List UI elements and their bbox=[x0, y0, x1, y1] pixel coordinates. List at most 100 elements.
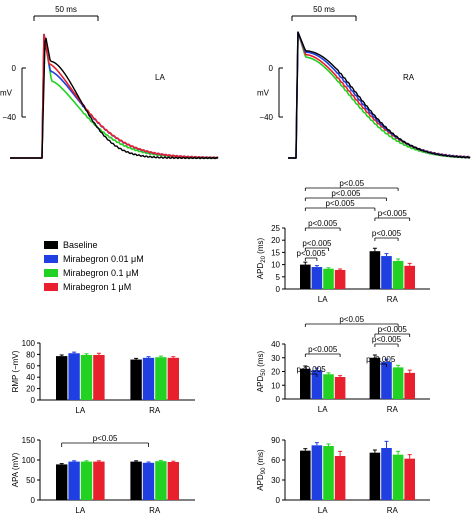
bar bbox=[142, 357, 155, 400]
significance-label: p<0.005 bbox=[378, 325, 408, 334]
significance-label: p<0.005 bbox=[308, 345, 338, 354]
y-axis-label-main: APA (mV) bbox=[11, 452, 20, 487]
y-tick-label: 150 bbox=[22, 436, 36, 445]
y-axis-label: APD50 (ms) bbox=[256, 350, 267, 392]
y-tick-label: 20 bbox=[26, 385, 35, 394]
y-tick-label: 10 bbox=[271, 261, 280, 270]
y-axis-label: APD20 (ms) bbox=[256, 237, 267, 279]
y-tick-label: 20 bbox=[271, 236, 280, 245]
bar bbox=[381, 256, 392, 289]
x-category-label: RA bbox=[387, 405, 399, 414]
bar bbox=[334, 269, 346, 289]
y-tick-label: 20 bbox=[271, 368, 280, 377]
bar bbox=[381, 448, 392, 500]
significance-label: p<0.005 bbox=[372, 335, 402, 344]
bar bbox=[311, 370, 323, 399]
y-axis-label-main: APD bbox=[256, 474, 265, 491]
y-axis-label-main: APD bbox=[256, 376, 265, 393]
bar bbox=[68, 461, 80, 500]
rmp-chart: RMP (−mV) bbox=[11, 342, 195, 401]
y-tick-label: 25 bbox=[271, 224, 280, 233]
y-tick-label: 90 bbox=[271, 436, 280, 445]
significance-label: p<0.005 bbox=[366, 355, 396, 364]
significance-label: p<0.05 bbox=[339, 179, 364, 188]
y-tick-label: 100 bbox=[22, 339, 36, 348]
y-axis-label-subscript: 90 bbox=[261, 467, 267, 474]
y-tick-label: 30 bbox=[271, 354, 280, 363]
bar bbox=[167, 357, 179, 400]
la-trace-panel bbox=[10, 15, 219, 160]
y-tick-label: 0 bbox=[276, 285, 281, 294]
ap-trace-mirabegron-001 bbox=[288, 31, 470, 159]
y-tick-label: 50 bbox=[26, 476, 35, 485]
scalebar-label: 50 ms bbox=[313, 5, 335, 14]
significance-label: p<0.005 bbox=[331, 189, 361, 198]
legend-label: Mirabegron 1 μM bbox=[63, 282, 132, 292]
y-tick-label: 10 bbox=[271, 381, 280, 390]
bar bbox=[392, 454, 404, 500]
y-tick-label: 0 bbox=[276, 395, 281, 404]
x-category-label: LA bbox=[318, 506, 328, 515]
x-category-label: RA bbox=[149, 406, 161, 415]
bar bbox=[56, 356, 68, 400]
mv-tick-label: −40 bbox=[259, 113, 273, 122]
apd90-chart: APD90 (ms) bbox=[256, 439, 430, 501]
bar bbox=[404, 458, 415, 500]
legend-item-mirabegron-001: Mirabegron 0.01 μM bbox=[44, 252, 144, 266]
y-axis-label-subscript: 50 bbox=[261, 368, 267, 375]
y-tick-label: 60 bbox=[271, 456, 280, 465]
y-tick-label: 15 bbox=[271, 248, 280, 257]
bar bbox=[381, 361, 392, 399]
bar bbox=[130, 461, 142, 500]
y-axis-label: APD90 (ms) bbox=[256, 449, 267, 491]
legend-swatch bbox=[44, 269, 58, 277]
bar bbox=[155, 357, 167, 400]
bar bbox=[93, 461, 105, 500]
ap-trace-baseline bbox=[288, 31, 471, 159]
significance-label: p<0.05 bbox=[93, 434, 118, 443]
ap-trace-mirabegron-1 bbox=[10, 33, 219, 159]
x-category-label: LA bbox=[318, 295, 328, 304]
y-tick-label: 100 bbox=[22, 456, 36, 465]
bar bbox=[80, 461, 93, 500]
significance-label: p<0.005 bbox=[302, 239, 332, 248]
ap-trace-mirabegron-01 bbox=[288, 31, 471, 159]
y-axis-label-subscript: 20 bbox=[261, 255, 267, 262]
legend: Baseline Mirabegron 0.01 μM Mirabegron 0… bbox=[44, 238, 144, 294]
ap-trace-mirabegron-01 bbox=[10, 33, 219, 160]
y-axis-label: APA (mV) bbox=[11, 452, 20, 487]
bar bbox=[369, 452, 381, 500]
significance-label: p<0.05 bbox=[339, 315, 364, 324]
y-tick-label: 80 bbox=[26, 350, 35, 359]
y-axis-label-unit: (ms) bbox=[256, 350, 265, 369]
legend-label: Mirabegron 0.01 μM bbox=[63, 254, 144, 264]
significance-label: p<0.005 bbox=[297, 249, 327, 258]
panel-label: LA bbox=[155, 73, 165, 82]
panel-label: RA bbox=[403, 73, 415, 82]
legend-item-baseline: Baseline bbox=[44, 238, 144, 252]
bar bbox=[142, 462, 155, 500]
bar bbox=[155, 461, 167, 500]
mv-tick-label: 0 bbox=[12, 64, 17, 73]
significance-label: p<0.005 bbox=[326, 199, 356, 208]
legend-swatch bbox=[44, 283, 58, 291]
bar bbox=[56, 464, 68, 500]
y-tick-label: 5 bbox=[276, 273, 281, 282]
scalebar-label: 50 ms bbox=[55, 5, 77, 14]
significance-label: p<0.005 bbox=[378, 209, 408, 218]
legend-item-mirabegron-01: Mirabegron 0.1 μM bbox=[44, 266, 144, 280]
bar bbox=[392, 367, 404, 399]
x-category-label: LA bbox=[75, 406, 85, 415]
y-axis-label-unit: (ms) bbox=[256, 449, 265, 468]
y-tick-label: 40 bbox=[26, 373, 35, 382]
bar bbox=[323, 268, 334, 289]
bar bbox=[323, 446, 334, 500]
bar bbox=[311, 267, 323, 289]
bar bbox=[369, 251, 381, 289]
y-tick-label: 60 bbox=[26, 362, 35, 371]
y-tick-label: 30 bbox=[271, 476, 280, 485]
x-category-label: RA bbox=[387, 506, 399, 515]
mv-axis-label: mV bbox=[257, 89, 270, 98]
bar bbox=[404, 372, 415, 399]
